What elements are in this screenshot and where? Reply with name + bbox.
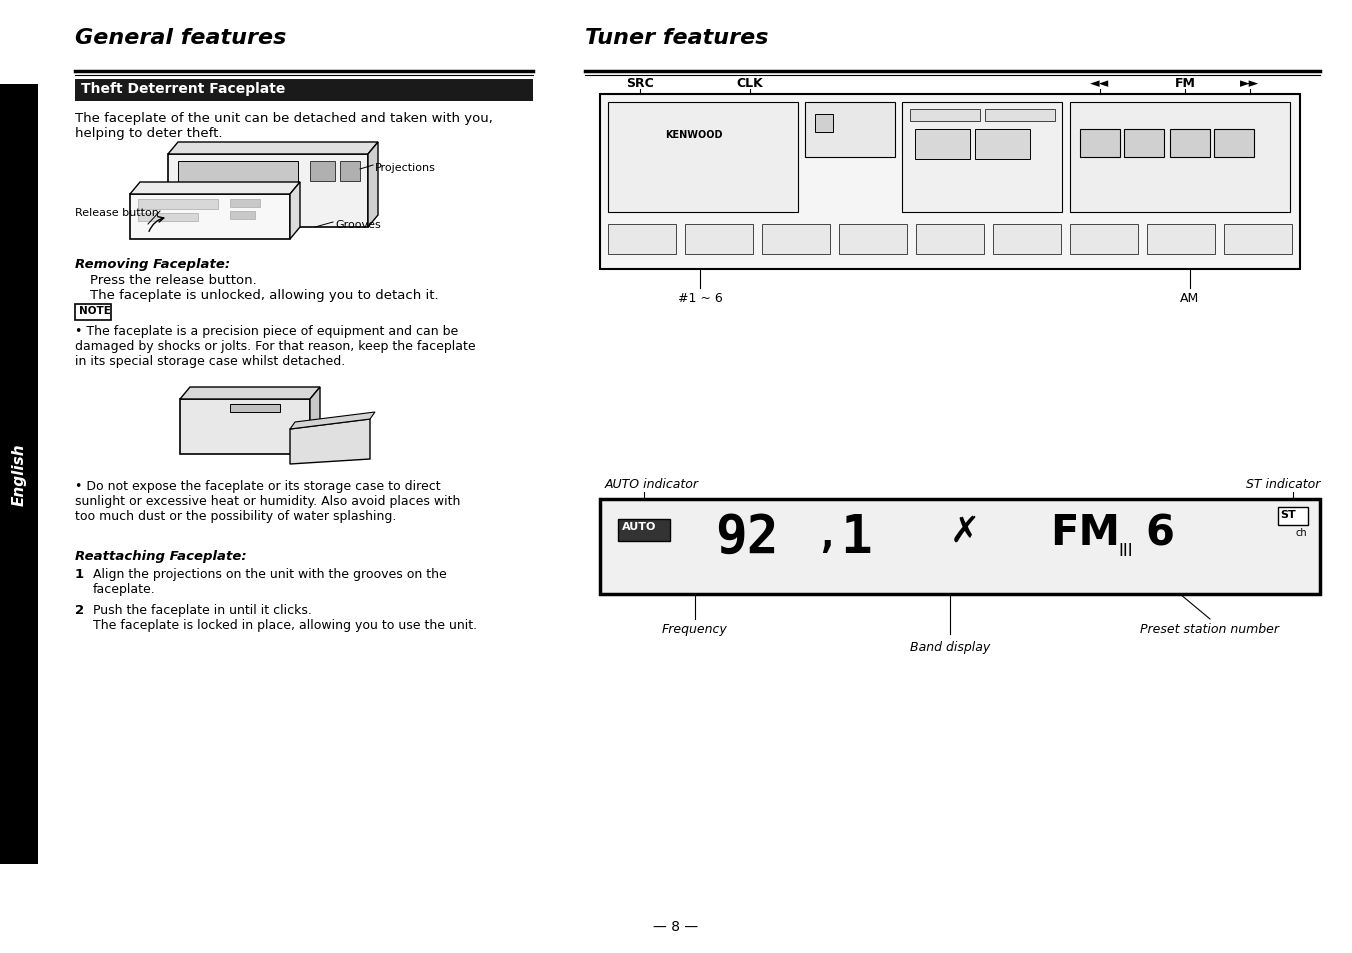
- Text: AUTO: AUTO: [622, 521, 656, 532]
- Bar: [1169, 130, 1210, 158]
- Bar: [178, 162, 297, 196]
- Bar: [74, 305, 111, 320]
- Bar: [178, 202, 214, 215]
- Text: Frequency: Frequency: [662, 622, 727, 636]
- Text: AM: AM: [1180, 292, 1199, 305]
- Text: Preset station number: Preset station number: [1141, 622, 1279, 636]
- Polygon shape: [289, 413, 375, 430]
- Bar: [310, 162, 335, 182]
- Text: Removing Faceplate:: Removing Faceplate:: [74, 257, 230, 271]
- Text: AUTO indicator: AUTO indicator: [604, 477, 699, 491]
- Bar: [600, 95, 1301, 270]
- Text: Reattaching Faceplate:: Reattaching Faceplate:: [74, 550, 246, 562]
- Text: Align the projections on the unit with the grooves on the
faceplate.: Align the projections on the unit with t…: [93, 567, 446, 596]
- Bar: [1080, 130, 1119, 158]
- Polygon shape: [130, 183, 300, 194]
- Bar: [685, 225, 753, 254]
- Bar: [915, 130, 969, 160]
- Bar: [220, 202, 256, 215]
- Polygon shape: [168, 154, 368, 228]
- Text: Band display: Band display: [910, 640, 990, 654]
- Text: FM: FM: [1175, 77, 1195, 90]
- Polygon shape: [180, 388, 320, 399]
- Bar: [0, 85, 38, 864]
- Bar: [1278, 507, 1307, 525]
- Text: ◄◄: ◄◄: [1090, 77, 1110, 90]
- Text: FM: FM: [1051, 512, 1119, 554]
- Text: Projections: Projections: [375, 163, 435, 172]
- Polygon shape: [130, 194, 289, 240]
- Polygon shape: [310, 388, 320, 455]
- Text: ST indicator: ST indicator: [1245, 477, 1320, 491]
- Text: Release button: Release button: [74, 208, 160, 218]
- Bar: [339, 162, 360, 182]
- Bar: [230, 200, 260, 208]
- Bar: [1224, 225, 1293, 254]
- Bar: [1069, 225, 1138, 254]
- Bar: [138, 213, 197, 222]
- Bar: [618, 519, 671, 541]
- Text: Theft Deterrent Faceplate: Theft Deterrent Faceplate: [81, 82, 285, 96]
- Text: 1: 1: [74, 567, 84, 580]
- Bar: [992, 225, 1061, 254]
- Text: NOTE: NOTE: [78, 306, 111, 315]
- Text: Press the release button.
The faceplate is unlocked, allowing you to detach it.: Press the release button. The faceplate …: [91, 274, 438, 302]
- Bar: [917, 225, 984, 254]
- Text: English: English: [12, 443, 27, 506]
- Polygon shape: [368, 143, 379, 228]
- Text: 1: 1: [840, 512, 872, 563]
- Text: Push the faceplate in until it clicks.
The faceplate is locked in place, allowin: Push the faceplate in until it clicks. T…: [93, 603, 477, 631]
- Text: • Do not expose the faceplate or its storage case to direct
sunlight or excessiv: • Do not expose the faceplate or its sto…: [74, 479, 461, 522]
- Bar: [74, 80, 533, 102]
- Text: ch: ch: [1295, 527, 1306, 537]
- Bar: [804, 103, 895, 158]
- Text: III: III: [1118, 541, 1133, 559]
- Bar: [608, 225, 676, 254]
- Text: ,: ,: [815, 517, 838, 556]
- Polygon shape: [289, 183, 300, 240]
- Bar: [1214, 130, 1255, 158]
- Text: Tuner features: Tuner features: [585, 28, 768, 48]
- Bar: [230, 212, 256, 220]
- Text: — 8 —: — 8 —: [653, 919, 699, 933]
- Text: ST: ST: [1280, 510, 1295, 519]
- Text: Grooves: Grooves: [335, 220, 381, 230]
- Bar: [763, 225, 830, 254]
- Bar: [910, 110, 980, 122]
- Text: • The faceplate is a precision piece of equipment and can be
damaged by shocks o: • The faceplate is a precision piece of …: [74, 325, 476, 368]
- Bar: [1124, 130, 1164, 158]
- Text: 6: 6: [1145, 512, 1174, 554]
- Text: General features: General features: [74, 28, 287, 48]
- Bar: [262, 202, 297, 215]
- Text: The faceplate of the unit can be detached and taken with you,
helping to deter t: The faceplate of the unit can be detache…: [74, 112, 493, 140]
- Bar: [815, 115, 833, 132]
- Text: 92: 92: [715, 512, 779, 563]
- Text: ►►: ►►: [1240, 77, 1260, 90]
- Bar: [608, 103, 798, 213]
- Bar: [986, 110, 1055, 122]
- Text: ✗: ✗: [950, 515, 980, 548]
- Bar: [1146, 225, 1215, 254]
- Bar: [230, 405, 280, 413]
- Polygon shape: [289, 419, 370, 464]
- Bar: [138, 200, 218, 210]
- Bar: [1069, 103, 1290, 213]
- Polygon shape: [168, 143, 379, 154]
- Text: #1 ~ 6: #1 ~ 6: [677, 292, 722, 305]
- Bar: [975, 130, 1030, 160]
- Text: SRC: SRC: [626, 77, 654, 90]
- Bar: [600, 499, 1320, 595]
- Text: 2: 2: [74, 603, 84, 617]
- Bar: [840, 225, 907, 254]
- Text: KENWOOD: KENWOOD: [665, 130, 722, 140]
- Bar: [902, 103, 1063, 213]
- Polygon shape: [180, 399, 310, 455]
- Text: CLK: CLK: [737, 77, 764, 90]
